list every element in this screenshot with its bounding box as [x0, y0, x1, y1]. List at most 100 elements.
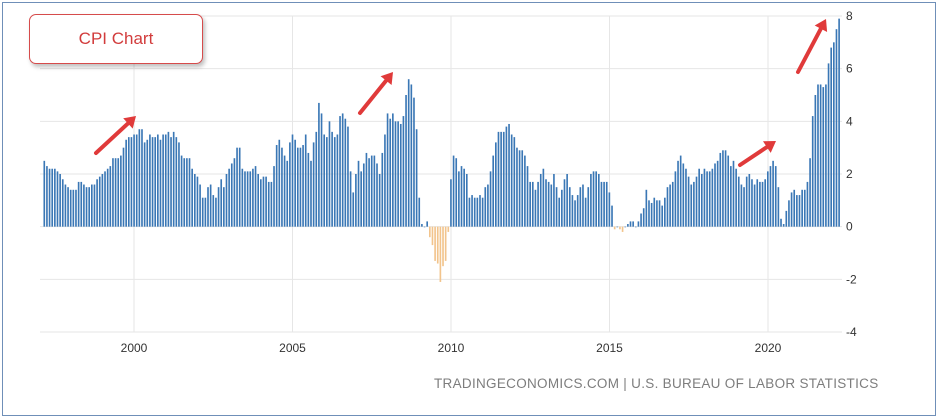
- y-tick-label: 8: [846, 9, 853, 23]
- cpi-bar: [146, 139, 149, 227]
- cpi-bar: [389, 118, 392, 227]
- cpi-bar: [347, 126, 349, 227]
- cpi-bar: [693, 181, 695, 227]
- cpi-bar: [265, 176, 267, 227]
- cpi-bar: [619, 226, 621, 230]
- cpi-bar: [344, 118, 347, 227]
- cpi-bar: [524, 155, 526, 227]
- cpi-bar: [737, 176, 740, 227]
- cpi-bar: [798, 195, 801, 227]
- cpi-bar: [320, 113, 323, 227]
- cpi-bar: [402, 116, 405, 227]
- cpi-bar: [468, 197, 471, 227]
- cpi-bar: [260, 179, 262, 227]
- cpi-bar: [568, 187, 571, 227]
- cpi-bar: [296, 147, 299, 227]
- cpi-bar: [80, 181, 83, 227]
- cpi-bar: [510, 134, 513, 227]
- cpi-bar: [196, 176, 199, 227]
- cpi-bar: [138, 129, 141, 227]
- cpi-bar: [703, 168, 706, 227]
- cpi-bar: [745, 176, 748, 227]
- cpi-chart-callout: CPI Chart: [29, 14, 203, 64]
- cpi-bar: [225, 174, 228, 227]
- cpi-bar: [133, 134, 135, 227]
- cpi-bar: [83, 184, 85, 227]
- cpi-bar: [811, 116, 814, 227]
- cpi-bar: [304, 134, 307, 227]
- cpi-bar: [582, 184, 584, 227]
- cpi-bar: [376, 163, 378, 227]
- cpi-bar: [685, 168, 687, 227]
- cpi-bar: [426, 221, 428, 227]
- cpi-bar: [238, 147, 241, 227]
- cpi-bar: [748, 174, 751, 227]
- cpi-bar: [51, 168, 54, 227]
- cpi-bar: [357, 160, 360, 227]
- cpi-bar: [555, 187, 558, 227]
- cpi-bar: [664, 197, 666, 227]
- cpi-bar: [497, 131, 500, 227]
- cpi-bar: [117, 158, 120, 227]
- cpi-bar: [590, 174, 592, 227]
- cpi-bar: [368, 158, 370, 227]
- cpi-bar: [700, 174, 703, 227]
- cpi-bar: [553, 174, 555, 227]
- cpi-bar: [328, 121, 331, 227]
- cpi-bar: [336, 134, 339, 227]
- cpi-bar: [93, 184, 96, 227]
- cpi-bar: [719, 152, 722, 227]
- cpi-bar: [312, 142, 315, 227]
- cpi-bar: [579, 187, 582, 227]
- cpi-bar: [531, 181, 534, 227]
- cpi-bar: [825, 84, 827, 227]
- cpi-bar: [405, 95, 407, 227]
- cpi-bar: [642, 208, 645, 227]
- cpi-bar: [43, 160, 46, 227]
- cpi-bar: [175, 137, 178, 227]
- cpi-bar: [101, 174, 104, 227]
- cpi-bar: [539, 174, 542, 227]
- cpi-bar: [735, 168, 737, 227]
- cpi-bar: [257, 174, 259, 227]
- cpi-bar: [188, 158, 191, 227]
- cpi-bar: [143, 142, 146, 227]
- cpi-bar: [487, 184, 489, 227]
- cpi-bar: [600, 181, 603, 227]
- cpi-bar: [455, 158, 458, 227]
- cpi-bar: [394, 121, 397, 227]
- cpi-bar: [96, 179, 98, 227]
- cpi-bar: [534, 189, 537, 227]
- cpi-bar: [508, 123, 510, 227]
- cpi-bar: [386, 113, 389, 227]
- cpi-bar: [72, 189, 75, 227]
- cpi-bar: [756, 179, 759, 227]
- y-tick-label: 4: [846, 114, 853, 128]
- cpi-bar: [294, 139, 296, 227]
- bar-series: [43, 18, 840, 282]
- cpi-bar: [252, 168, 254, 227]
- cpi-bar: [529, 181, 531, 227]
- cpi-bar: [761, 181, 764, 227]
- x-tick-label: 2010: [438, 341, 465, 355]
- cpi-bar: [151, 137, 154, 227]
- cpi-bar: [204, 197, 207, 227]
- cpi-bar: [439, 226, 442, 282]
- cpi-bar: [526, 166, 529, 227]
- cpi-bar: [130, 137, 133, 227]
- cpi-bar: [67, 187, 69, 227]
- cpi-bar: [331, 131, 333, 227]
- cpi-bar: [191, 168, 193, 227]
- cpi-bar: [323, 134, 326, 227]
- cpi-bar: [732, 160, 735, 227]
- cpi-bar: [244, 171, 246, 227]
- cpi-bar: [207, 187, 209, 227]
- cpi-bar: [484, 187, 487, 227]
- cpi-bar: [183, 158, 186, 227]
- cpi-bar: [122, 147, 125, 227]
- cpi-bar: [658, 200, 661, 227]
- cpi-bar: [566, 174, 568, 227]
- cpi-bar: [708, 171, 711, 227]
- cpi-bar: [788, 200, 790, 227]
- cpi-bar: [545, 179, 547, 227]
